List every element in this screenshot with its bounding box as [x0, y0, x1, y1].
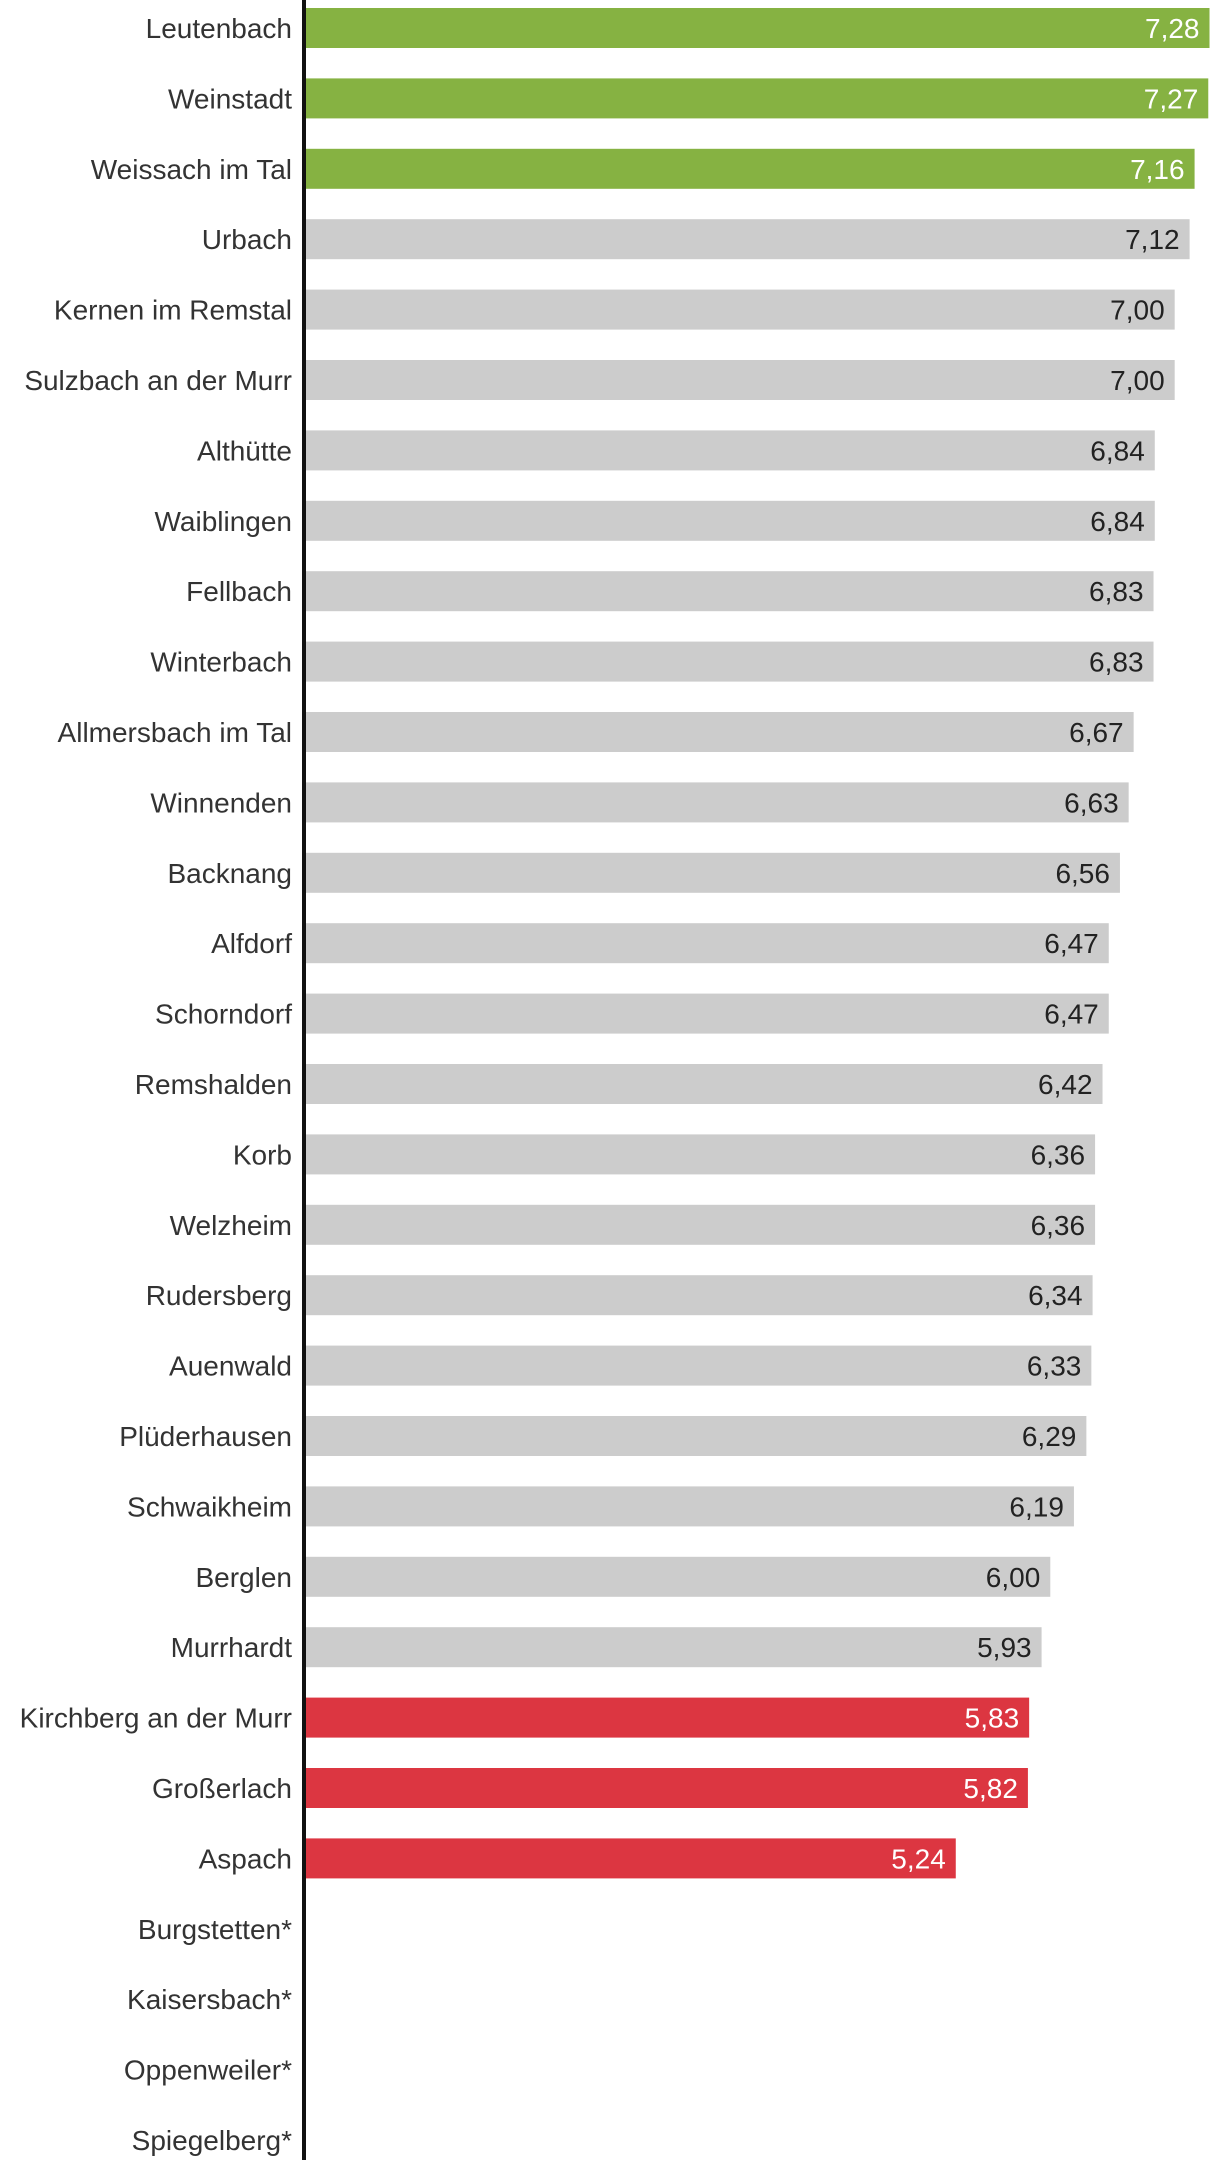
value-label: 6,29 — [1022, 1421, 1077, 1452]
category-label: Urbach — [202, 224, 292, 255]
category-label: Leutenbach — [146, 13, 292, 44]
bar — [304, 1768, 1028, 1808]
value-label: 6,56 — [1055, 858, 1110, 889]
bar — [304, 78, 1209, 119]
value-label: 6,00 — [986, 1562, 1041, 1593]
bar — [304, 430, 1155, 471]
category-label: Welzheim — [170, 1210, 292, 1241]
value-label: 6,47 — [1044, 999, 1099, 1030]
bar — [304, 8, 1210, 48]
bar — [304, 148, 1195, 189]
value-label: 7,27 — [1144, 83, 1199, 114]
category-label: Sulzbach an der Murr — [24, 365, 292, 396]
bar — [304, 852, 1120, 893]
category-label: Winnenden — [150, 787, 292, 818]
value-label: 6,63 — [1064, 787, 1119, 818]
bar — [304, 712, 1134, 752]
bar — [304, 993, 1109, 1034]
value-label: 6,36 — [1031, 1210, 1086, 1241]
category-label: Berglen — [195, 1562, 292, 1593]
bar — [304, 1134, 1096, 1175]
value-label: 7,00 — [1110, 295, 1165, 326]
bar — [304, 923, 1109, 964]
bar — [304, 1486, 1074, 1527]
bar — [304, 1838, 956, 1879]
category-label: Oppenweiler* — [124, 2055, 292, 2086]
value-label: 6,19 — [1009, 1491, 1064, 1522]
category-label: Alfdorf — [211, 928, 292, 959]
category-label: Kirchberg an der Murr — [20, 1703, 292, 1734]
bar — [304, 641, 1154, 682]
category-label: Weissach im Tal — [91, 154, 292, 185]
value-label: 5,83 — [965, 1703, 1020, 1734]
bar — [304, 289, 1175, 330]
category-label: Spiegelberg* — [132, 2125, 292, 2156]
value-label: 6,84 — [1090, 506, 1145, 537]
category-label: Schwaikheim — [127, 1491, 292, 1522]
category-label: Fellbach — [186, 576, 292, 607]
category-label: Waiblingen — [155, 506, 292, 537]
bar — [304, 1275, 1093, 1316]
category-label: Aspach — [199, 1843, 292, 1874]
category-labels: Leutenbach Weinstadt Weissach im Tal Urbach… — [20, 13, 293, 2156]
value-label: 7,16 — [1130, 154, 1185, 185]
bar — [304, 1204, 1096, 1245]
category-label: Großerlach — [152, 1773, 292, 1804]
bars-layer — [304, 8, 1210, 1879]
bar — [304, 219, 1190, 260]
category-label: Kaisersbach* — [127, 1984, 292, 2015]
value-label: 6,42 — [1038, 1069, 1093, 1100]
bar — [304, 1416, 1087, 1456]
value-label: 6,83 — [1089, 647, 1144, 678]
category-label: Auenwald — [169, 1351, 292, 1382]
value-label: 5,82 — [963, 1773, 1018, 1804]
category-label: Schorndorf — [155, 999, 292, 1030]
value-label: 5,93 — [977, 1632, 1032, 1663]
category-label: Althütte — [197, 435, 292, 466]
category-label: Rudersberg — [146, 1280, 292, 1311]
bar — [304, 782, 1129, 823]
category-label: Kernen im Remstal — [54, 295, 292, 326]
category-label: Remshalden — [135, 1069, 292, 1100]
category-label: Korb — [233, 1139, 292, 1170]
category-label: Backnang — [167, 858, 292, 889]
bar — [304, 571, 1154, 612]
bar — [304, 1345, 1092, 1386]
value-label: 7,28 — [1145, 13, 1200, 44]
category-label: Allmersbach im Tal — [58, 717, 292, 748]
category-label: Burgstetten* — [138, 1914, 292, 1945]
value-label: 7,12 — [1125, 224, 1180, 255]
bar — [304, 1697, 1030, 1738]
category-label: Weinstadt — [168, 83, 292, 114]
category-label: Murrhardt — [171, 1632, 293, 1663]
category-label: Plüderhausen — [119, 1421, 292, 1452]
category-label: Winterbach — [150, 647, 292, 678]
value-label: 6,67 — [1069, 717, 1124, 748]
value-label: 7,00 — [1110, 365, 1165, 396]
value-label: 6,33 — [1027, 1351, 1082, 1382]
value-label: 6,36 — [1031, 1139, 1086, 1170]
bar — [304, 1064, 1103, 1104]
value-label: 6,47 — [1044, 928, 1099, 959]
value-labels: 7,28 7,27 7,16 7,12 7,00 7,00 6,84 6,84 6,83 6,83… — [891, 13, 1199, 1874]
value-label: 6,34 — [1028, 1280, 1083, 1311]
value-label: 6,84 — [1090, 435, 1145, 466]
bar — [304, 360, 1175, 400]
value-label: 6,83 — [1089, 576, 1144, 607]
bar — [304, 1627, 1042, 1668]
bar — [304, 500, 1155, 541]
bar — [304, 1556, 1051, 1597]
value-label: 5,24 — [891, 1843, 946, 1874]
